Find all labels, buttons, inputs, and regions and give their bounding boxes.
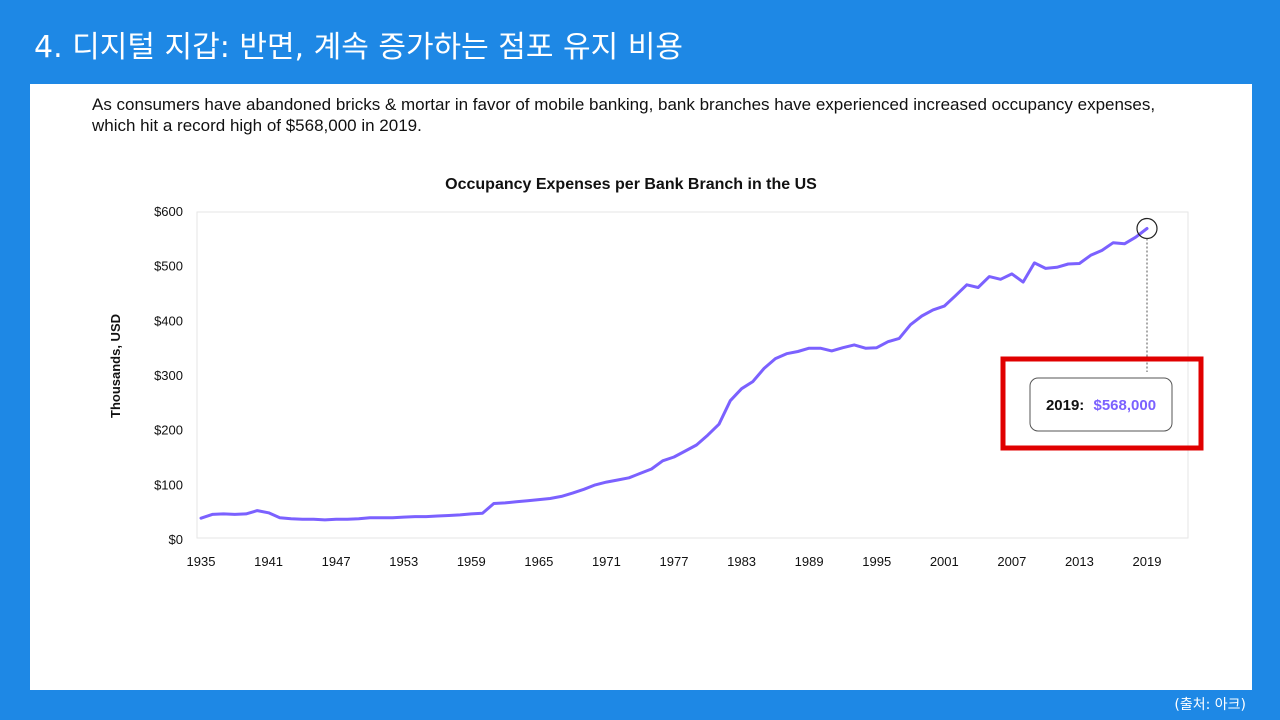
- callout-value: $568,000: [1093, 397, 1156, 414]
- x-tick-label: 1965: [524, 554, 553, 569]
- chart-title: Occupancy Expenses per Bank Branch in th…: [445, 176, 817, 193]
- x-tick-label: 1953: [389, 554, 418, 569]
- expense-series-line: [199, 227, 1149, 522]
- x-tick-label: 1983: [727, 554, 756, 569]
- x-tick-labels: 1935 1941 1947 1953 1959 1965 1971 1977 1983 1989…: [187, 554, 1162, 569]
- chart-caption: As consumers have abandoned bricks & mor…: [92, 95, 1156, 135]
- source-note: (출처: 아크): [1174, 697, 1246, 713]
- callout-box: [1029, 377, 1173, 432]
- x-tick-label: 1947: [322, 554, 351, 569]
- x-tick-label: 1935: [187, 554, 216, 569]
- x-tick-label: 2007: [997, 554, 1026, 569]
- y-tick-labels: $0 $100 $200 $300 $400 $500 $600: [154, 204, 183, 547]
- x-tick-label: 1977: [660, 554, 689, 569]
- y-tick-label: $500: [154, 259, 183, 274]
- x-tick-label: 2013: [1065, 554, 1094, 569]
- x-tick-label: 1989: [795, 554, 824, 569]
- highlight-box: [1000, 356, 1204, 451]
- y-tick-label: $600: [154, 204, 183, 219]
- slide-title: 4. 디지털 지갑: 반면, 계속 증가하는 점포 유지 비용: [34, 30, 683, 65]
- y-tick-label: $400: [154, 313, 183, 328]
- y-axis-label: Thousands, USD: [108, 314, 123, 418]
- plot-area-frame: [196, 211, 1189, 539]
- callout-text: 2019: $568,000: [1046, 397, 1156, 414]
- x-tick-label: 1971: [592, 554, 621, 569]
- y-tick-label: $0: [169, 532, 183, 547]
- y-tick-label: $100: [154, 477, 183, 492]
- y-tick-label: $300: [154, 368, 183, 383]
- y-tick-label: $200: [154, 423, 183, 438]
- x-tick-label: 1959: [457, 554, 486, 569]
- x-tick-label: 1995: [862, 554, 891, 569]
- x-tick-label: 1941: [254, 554, 283, 569]
- x-tick-label: 2001: [930, 554, 959, 569]
- x-tick-label: 2019: [1133, 554, 1162, 569]
- callout-year: 2019:: [1046, 397, 1084, 414]
